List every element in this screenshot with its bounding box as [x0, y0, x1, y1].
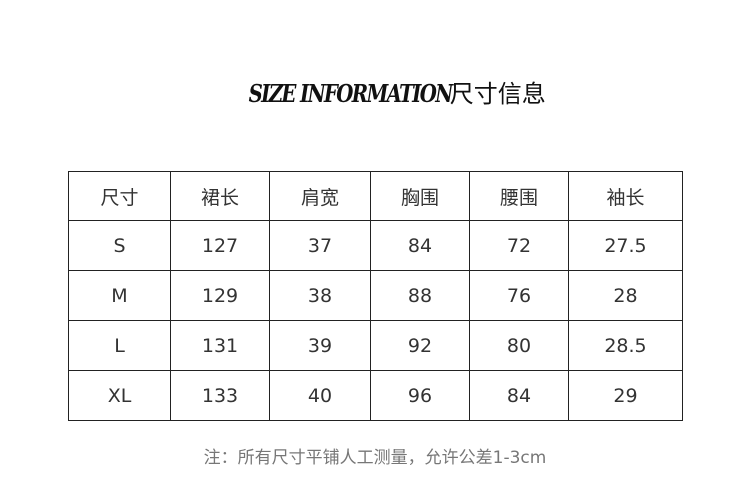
table-cell: XL: [68, 370, 171, 421]
title-chinese: 尺寸信息: [449, 80, 546, 108]
table-cell: 72: [469, 220, 569, 271]
table-cell: 28.5: [568, 320, 683, 371]
table-cell: 131: [170, 320, 270, 371]
table-cell: 80: [469, 320, 569, 371]
table-cell: 28: [568, 270, 683, 321]
table-row: M 129 38 88 76 28: [68, 270, 683, 321]
header-cell: 尺寸: [68, 171, 171, 221]
measurement-note: 注：所有尺寸平铺人工测量，允许公差1-3cm: [203, 448, 547, 468]
table-cell: 38: [269, 270, 371, 321]
page-title: SIZE INFORMATION尺寸信息: [0, 74, 750, 109]
table-cell: 76: [469, 270, 569, 321]
table-cell: 27.5: [568, 220, 683, 271]
table-row: S 127 37 84 72 27.5: [68, 220, 683, 271]
table-cell: 40: [269, 370, 371, 421]
table-cell: 84: [469, 370, 569, 421]
table-row: XL 133 40 96 84 29: [68, 370, 683, 421]
header-cell: 裙长: [170, 171, 270, 221]
header-cell: 肩宽: [269, 171, 371, 221]
table-cell: 39: [269, 320, 371, 371]
table-cell: S: [68, 220, 171, 271]
table-cell: 84: [370, 220, 470, 271]
table-cell: 92: [370, 320, 470, 371]
table-cell: 129: [170, 270, 270, 321]
table-cell: 96: [370, 370, 470, 421]
table-cell: 29: [568, 370, 683, 421]
header-cell: 袖长: [568, 171, 683, 221]
table-cell: 133: [170, 370, 270, 421]
size-table: 尺寸 裙长 肩宽 胸围 腰围 袖长 S 127 37 84 72 27.5 M 129 38 88 76 28 L 1…: [68, 171, 683, 421]
title-english: SIZE INFORMATION: [248, 79, 454, 108]
table-header-row: 尺寸 裙长 肩宽 胸围 腰围 袖长: [68, 171, 683, 221]
table-cell: L: [68, 320, 171, 371]
table-cell: 127: [170, 220, 270, 271]
table-cell: 88: [370, 270, 470, 321]
table-cell: M: [68, 270, 171, 321]
header-cell: 胸围: [370, 171, 470, 221]
header-cell: 腰围: [469, 171, 569, 221]
table-row: L 131 39 92 80 28.5: [68, 320, 683, 371]
table-cell: 37: [269, 220, 371, 271]
